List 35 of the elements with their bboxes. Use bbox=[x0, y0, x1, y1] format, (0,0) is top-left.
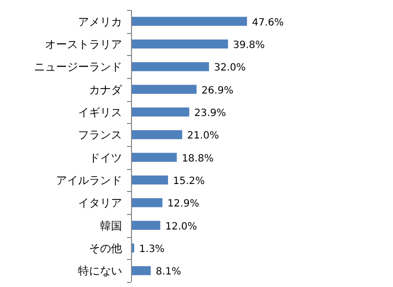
bar bbox=[131, 84, 197, 94]
y-tick-label: アイルランド bbox=[56, 174, 122, 187]
y-tick-label: カナダ bbox=[89, 83, 123, 96]
data-label: 47.6% bbox=[252, 17, 284, 28]
data-label: 12.0% bbox=[165, 221, 198, 232]
data-label: 32.0% bbox=[214, 62, 246, 74]
y-tick-label: イギリス bbox=[78, 106, 122, 119]
data-label: 18.8% bbox=[182, 153, 214, 164]
y-tick-label: フランス bbox=[78, 128, 122, 142]
data-label: 23.9% bbox=[194, 108, 226, 119]
bar bbox=[131, 266, 151, 276]
y-tick-label: 韓国 bbox=[100, 219, 122, 232]
y-tick-label: オーストラリア bbox=[45, 38, 122, 51]
data-label: 1.3% bbox=[139, 244, 165, 255]
bar bbox=[131, 40, 228, 48]
data-label: 39.8% bbox=[232, 40, 265, 51]
bar bbox=[131, 108, 190, 116]
bar bbox=[131, 176, 168, 184]
y-tick-label: アメリカ bbox=[78, 15, 122, 28]
data-label: 12.9% bbox=[167, 198, 200, 210]
y-tick-label: ドイツ bbox=[89, 151, 122, 164]
y-tick-label: イタリア bbox=[78, 196, 122, 210]
y-tick-label: ニュージーランド bbox=[34, 60, 122, 74]
data-label: 15.2% bbox=[173, 176, 205, 187]
bar bbox=[131, 16, 247, 26]
data-label: 21.0% bbox=[187, 130, 219, 142]
bar bbox=[131, 130, 182, 140]
bar bbox=[131, 152, 177, 162]
bar bbox=[131, 62, 209, 72]
bar bbox=[131, 198, 162, 208]
y-tick-label: その他 bbox=[89, 242, 122, 255]
data-label: 8.1% bbox=[156, 266, 182, 278]
data-label: 26.9% bbox=[202, 85, 234, 96]
bar bbox=[131, 220, 160, 230]
y-tick-label: 特にない bbox=[78, 264, 122, 278]
